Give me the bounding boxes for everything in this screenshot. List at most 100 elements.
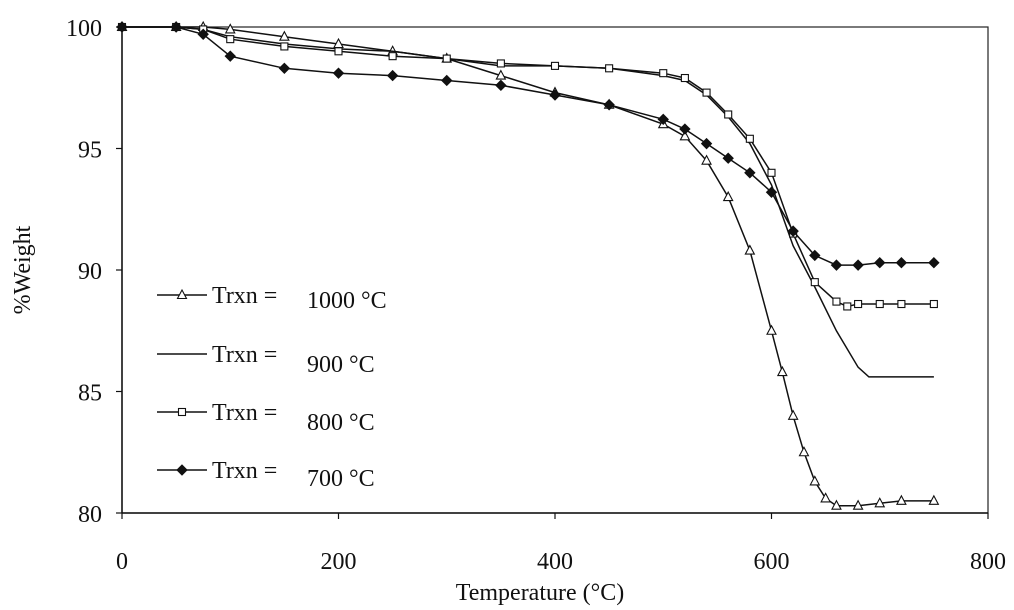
series-3 [117, 22, 938, 311]
data-point [831, 499, 842, 510]
data-point [776, 365, 788, 377]
data-point [495, 79, 507, 92]
data-point [679, 123, 691, 135]
data-point [441, 74, 453, 87]
data-point [334, 47, 343, 56]
data-point [550, 61, 560, 70]
x-tick-label: 800 [970, 549, 1006, 575]
data-point [895, 494, 907, 505]
legend-label-prefix: Trxn = [212, 283, 277, 309]
data-point [897, 299, 906, 309]
data-point [820, 492, 832, 503]
data-point [810, 278, 819, 287]
data-point [928, 257, 940, 269]
data-point [852, 499, 864, 510]
legend-label-value: 700 °C [307, 466, 375, 492]
y-tick-label: 90 [78, 259, 102, 285]
legend-item: Trxn = 900 °C [157, 342, 375, 378]
y-tick-label: 80 [78, 502, 102, 528]
legend-swatch-marker [176, 464, 188, 476]
data-point [442, 54, 451, 63]
data-point [549, 89, 561, 101]
data-point [702, 88, 711, 97]
data-point [700, 137, 713, 150]
data-point [767, 168, 776, 177]
x-tick-label: 400 [537, 549, 573, 575]
data-point [388, 52, 397, 61]
legend-label-value: 800 °C [307, 410, 375, 436]
data-point [744, 244, 756, 255]
data-point [843, 302, 852, 311]
data-point [224, 50, 236, 62]
data-point [386, 69, 399, 82]
data-point [744, 167, 756, 179]
axis-ticks: 0 200 400 600 800 80 85 90 95 100 [66, 16, 1006, 575]
x-tick-label: 600 [754, 549, 790, 575]
data-point [495, 69, 507, 80]
y-axis-title: %Weight [10, 225, 36, 314]
legend-item: Trxn = 800 °C [157, 400, 375, 436]
data-point [116, 21, 128, 33]
data-point [280, 42, 289, 51]
data-point [701, 154, 712, 165]
y-tick-label: 95 [78, 138, 102, 164]
series-1 [116, 20, 940, 510]
x-tick-label: 200 [321, 549, 357, 575]
y-tick-label: 85 [78, 381, 102, 407]
data-point [875, 299, 884, 309]
data-point [928, 494, 940, 505]
legend-label-value: 1000 °C [307, 288, 387, 314]
legend-label-prefix: Trxn = [212, 400, 277, 426]
series-line [122, 26, 934, 507]
series-line [122, 26, 934, 308]
data-point [874, 257, 886, 269]
data-point [745, 134, 754, 143]
data-point [679, 130, 691, 141]
series-line [122, 26, 934, 266]
data-point [278, 30, 290, 41]
series-layer [116, 20, 940, 510]
data-point [722, 152, 734, 164]
data-point [603, 99, 615, 111]
series-line [122, 26, 934, 378]
data-point [278, 62, 291, 75]
data-point [496, 59, 505, 68]
data-point [830, 259, 843, 271]
data-point [680, 73, 689, 83]
data-point [787, 225, 799, 237]
series-2 [122, 26, 934, 378]
x-tick-label: 0 [116, 549, 128, 575]
legend-label-value: 900 °C [307, 352, 375, 378]
data-point [765, 186, 778, 198]
data-point [224, 23, 236, 34]
data-point [722, 190, 734, 202]
data-point [605, 64, 614, 73]
legend-label-prefix: Trxn = [212, 342, 277, 368]
legend-swatch-marker [176, 288, 188, 300]
legend-item: Trxn = 700 °C [157, 458, 375, 492]
data-point [852, 259, 864, 271]
legend-label-prefix: Trxn = [212, 458, 277, 484]
data-point [874, 497, 886, 508]
y-tick-label: 100 [66, 16, 102, 42]
data-point [809, 249, 821, 262]
data-point [226, 35, 235, 44]
x-axis-title: Temperature (°C) [456, 580, 625, 606]
data-point [197, 28, 209, 40]
data-point [798, 446, 810, 457]
data-point [170, 21, 182, 33]
data-point [854, 299, 863, 309]
data-point [766, 324, 777, 335]
legend-item: Trxn = 1000 °C [157, 283, 387, 314]
data-point [929, 299, 938, 309]
data-point [787, 409, 799, 420]
data-point [332, 67, 345, 79]
data-point [659, 69, 668, 78]
data-point [832, 297, 841, 306]
data-point [724, 110, 733, 119]
data-point [895, 257, 908, 269]
legend-swatch-marker [177, 407, 187, 417]
data-point [809, 475, 821, 486]
